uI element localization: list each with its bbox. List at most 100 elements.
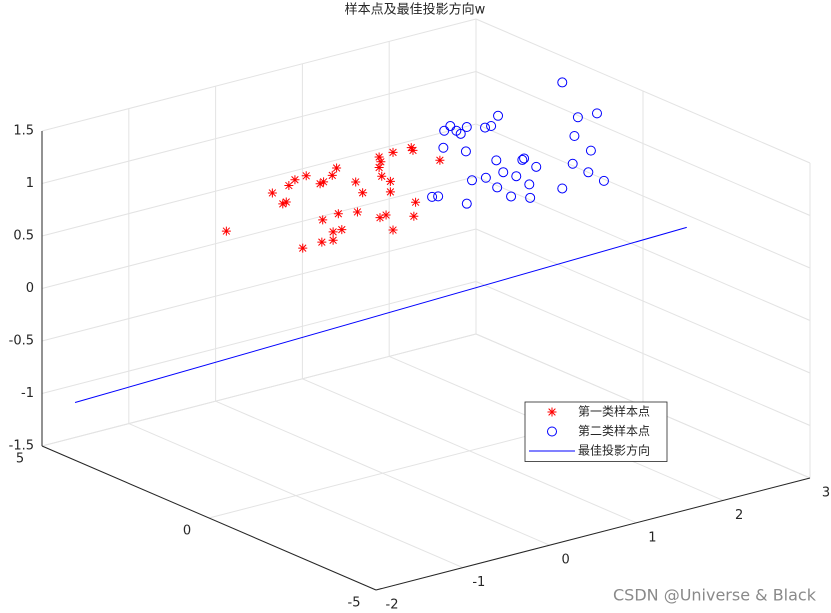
star-marker <box>388 225 398 235</box>
star-marker <box>332 163 342 173</box>
star-marker <box>318 215 328 225</box>
grid-line <box>475 71 811 216</box>
circle-marker <box>525 192 536 203</box>
circle-marker <box>569 130 580 141</box>
circle-marker <box>547 426 557 437</box>
star-marker <box>377 171 387 181</box>
x-tick-label: 3 <box>822 486 830 501</box>
x-tick-label: -2 <box>386 598 399 613</box>
star-marker <box>358 188 368 198</box>
circle-marker <box>557 77 568 88</box>
circle-marker <box>480 122 491 133</box>
z-tick-label: 1.5 <box>13 124 34 139</box>
grid-line <box>475 123 811 269</box>
circle-marker <box>433 191 444 202</box>
z-tick-label: 1 <box>26 176 34 191</box>
circle-marker <box>531 161 542 172</box>
z-tick-label: 0 <box>26 281 34 296</box>
circle-marker <box>506 191 517 202</box>
star-marker <box>315 179 325 189</box>
star-marker <box>298 243 308 253</box>
star-marker <box>290 175 300 185</box>
circle-marker <box>492 182 503 193</box>
circle-marker <box>491 155 502 166</box>
z-tick-label: -1 <box>21 386 34 401</box>
grid-line <box>475 281 811 426</box>
star-marker <box>411 197 421 207</box>
x-tick-label: 0 <box>561 553 569 568</box>
star-marker <box>547 407 557 417</box>
star-marker <box>317 237 327 247</box>
grid-line <box>475 228 811 374</box>
z-tick-label: 0.5 <box>13 229 34 244</box>
circle-marker <box>461 122 472 133</box>
circle-marker <box>438 142 449 153</box>
circle-marker <box>524 179 535 190</box>
star-marker <box>435 155 445 165</box>
circle-marker <box>461 198 472 209</box>
grid-line <box>41 228 477 342</box>
star-marker <box>352 207 362 217</box>
legend-label: 第一类样本点 <box>578 404 650 419</box>
y-tick-label: 0 <box>183 524 191 539</box>
star-marker <box>278 199 288 209</box>
grid-line <box>475 18 811 164</box>
star-marker <box>374 162 384 172</box>
circle-marker <box>498 167 509 178</box>
star-marker <box>284 181 294 191</box>
circle-marker <box>467 175 478 186</box>
star-marker <box>319 177 329 187</box>
star-marker <box>388 147 398 157</box>
star-marker <box>408 145 418 155</box>
circle-marker <box>591 108 602 119</box>
star-marker <box>376 157 386 167</box>
watermark: CSDN @Universe & Black <box>613 586 817 605</box>
star-marker <box>375 213 385 223</box>
y-tick-label: 5 <box>16 452 24 467</box>
circle-marker <box>439 125 450 136</box>
circle-marker <box>585 145 596 156</box>
circle-marker <box>493 110 504 121</box>
circle-marker <box>583 167 594 178</box>
z-tick-label: -0.5 <box>9 334 34 349</box>
chart-title: 样本点及最佳投影方向w <box>345 2 486 18</box>
star-marker <box>385 176 395 186</box>
star-marker <box>337 225 347 235</box>
circle-marker <box>480 172 491 183</box>
star-marker <box>385 187 395 197</box>
z-tick-label: -1.5 <box>9 439 34 454</box>
star-marker <box>328 227 338 237</box>
star-marker <box>328 235 338 245</box>
legend-label: 最佳投影方向 <box>578 443 650 458</box>
circle-marker <box>598 175 609 186</box>
y-axis <box>41 445 377 591</box>
star-marker <box>327 170 337 180</box>
grid-line <box>41 176 477 289</box>
star-marker <box>267 188 277 198</box>
grid-line <box>41 18 477 132</box>
circle-marker <box>455 128 466 139</box>
star-marker <box>381 210 391 220</box>
star-marker <box>374 152 384 162</box>
star-marker <box>301 171 311 181</box>
x-tick-label: 1 <box>648 530 656 545</box>
star-marker <box>281 197 291 207</box>
circle-marker <box>486 121 497 131</box>
grid-line <box>475 176 811 321</box>
grid-line <box>41 71 477 184</box>
circle-marker <box>427 191 438 202</box>
circle-marker <box>511 171 522 182</box>
star-marker <box>351 177 361 187</box>
star-marker <box>409 211 419 221</box>
x-axis <box>375 477 811 591</box>
circle-marker <box>567 158 578 169</box>
star-marker <box>406 143 416 153</box>
star-marker <box>221 226 231 236</box>
circle-marker <box>519 153 530 164</box>
circle-marker <box>517 154 528 165</box>
y-tick-label: -5 <box>348 596 361 611</box>
circle-marker <box>572 112 583 123</box>
grid-line <box>41 281 477 394</box>
